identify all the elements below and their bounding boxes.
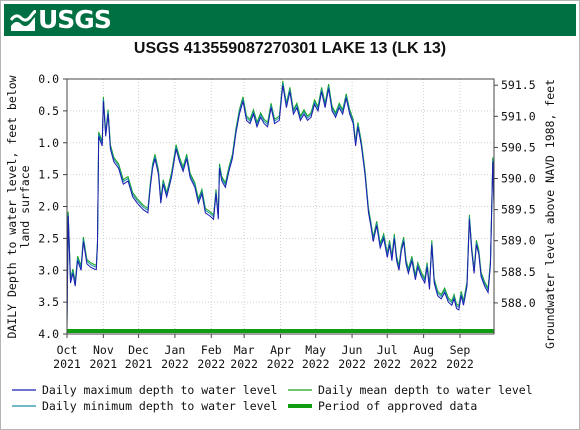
usgs-logo-text: USGS [38, 5, 112, 34]
y-left-tick-label: 2.5 [38, 231, 59, 245]
chart-gridlines [67, 78, 494, 335]
x-tick-year-label: 2022 [161, 357, 189, 371]
x-tick-year-label: 2022 [446, 357, 474, 371]
x-tick-year-label: 2022 [267, 357, 295, 371]
y-axis-right-label: Groundwater level above NAVD 1988, feet [543, 79, 557, 349]
x-tick-month-label: Feb [201, 343, 222, 357]
chart-title: USGS 413559087270301 LAKE 13 (LK 13) [133, 40, 447, 57]
usgs-banner: USGS [4, 4, 576, 36]
x-tick-month-label: Jan [165, 343, 186, 357]
y-right-tick-label: 588.5 [501, 265, 536, 279]
y-right-tick-label: 589.5 [501, 203, 536, 217]
y-right-tick-label: 588.0 [501, 296, 536, 310]
y-left-tick-label: 0.0 [38, 72, 59, 86]
x-tick-month-label: Nov [93, 343, 114, 357]
chart-legend: Daily maximum depth to water level Daily … [12, 383, 533, 413]
x-tick-month-label: Dec [128, 343, 149, 357]
legend-label: Period of approved data [318, 399, 477, 413]
x-tick-month-label: May [305, 343, 326, 357]
y-right-tick-label: 590.5 [501, 140, 536, 154]
chart-series-layer [66, 80, 495, 333]
x-tick-year-label: 2022 [373, 357, 401, 371]
usgs-logo[interactable]: USGS [10, 5, 112, 34]
y-right-tick-label: 590.0 [501, 172, 536, 186]
x-tick-year-label: 2022 [302, 357, 330, 371]
y-left-tick-label: 3.5 [38, 295, 59, 309]
y-left-tick-label: 4.0 [38, 327, 59, 341]
y-right-tick-label: 589.0 [501, 234, 536, 248]
x-tick-year-label: 2021 [53, 357, 81, 371]
usgs-wave-icon [10, 10, 36, 31]
x-tick-month-label: Jun [342, 343, 363, 357]
y-left-tick-label: 1.0 [38, 136, 59, 150]
x-tick-year-label: 2022 [338, 357, 366, 371]
y-left-tick-label: 2.0 [38, 200, 59, 214]
y-left-tick-label: 3.0 [38, 263, 59, 277]
y-right-tick-label: 591.0 [501, 109, 536, 123]
x-tick-month-label: Aug [413, 343, 434, 357]
x-tick-year-label: 2021 [125, 357, 153, 371]
x-tick-year-label: 2022 [230, 357, 258, 371]
y-right-tick-label: 591.5 [501, 78, 536, 92]
y-left-tick-label: 0.5 [38, 104, 59, 118]
x-tick-year-label: 2021 [90, 357, 118, 371]
y-left-tick-label: 1.5 [38, 168, 59, 182]
maximum-depth-series-line [66, 85, 495, 328]
x-tick-month-label: Jul [377, 343, 398, 357]
x-tick-month-label: Mar [234, 343, 255, 357]
x-tick-month-label: Oct [57, 343, 78, 357]
legend-label: Daily minimum depth to water level [42, 399, 277, 413]
y-axis-left-label-line2: land surface [18, 165, 32, 248]
legend-label: Daily mean depth to water level [318, 383, 533, 397]
x-tick-month-label: Sep [450, 343, 471, 357]
x-tick-month-label: Apr [270, 343, 291, 357]
x-tick-year-label: 2022 [197, 357, 225, 371]
legend-label: Daily maximum depth to water level [42, 383, 277, 397]
chart-axes: 0.0 0.5 1.0 1.5 2.0 2.5 3.0 3.5 4.0 591.5 591.0 590… [38, 72, 535, 371]
y-axis-left-label-line1: DAILY Depth to water level, feet below [5, 75, 19, 338]
x-tick-year-label: 2022 [410, 357, 438, 371]
